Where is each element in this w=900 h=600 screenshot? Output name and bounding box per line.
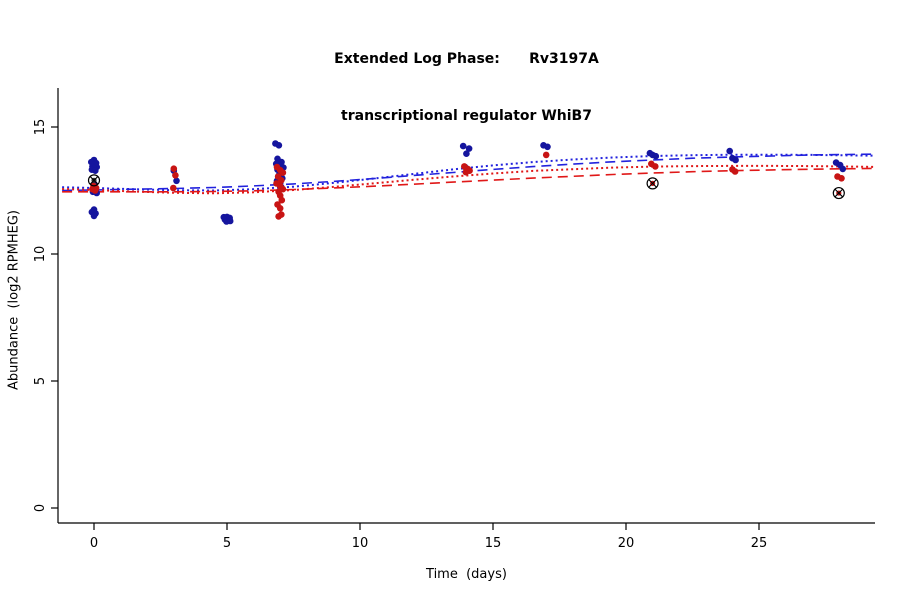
x-tick-label: 5	[223, 536, 231, 551]
data-point-red	[278, 177, 285, 184]
flagged-point-cross	[834, 188, 844, 198]
data-point-red	[276, 205, 284, 212]
chart-title: Extended Log Phase: Rv3197A transcriptio…	[58, 12, 875, 164]
flagged-point-circle	[646, 177, 659, 190]
data-point-blue	[726, 147, 733, 155]
data-point-blue	[544, 143, 551, 151]
y-tick-label: 15	[33, 119, 48, 136]
data-point-blue	[463, 150, 470, 157]
flagged-point-circle	[832, 186, 845, 200]
data-point-red	[462, 168, 470, 176]
y-tick-label: 5	[33, 377, 48, 385]
flagged-point-circle	[87, 174, 101, 187]
flagged-point-cross	[89, 176, 99, 185]
trend-line-red-dashed	[62, 167, 874, 193]
chart-title-line1: Extended Log Phase: Rv3197A	[334, 51, 599, 67]
chart-title-line2: transcriptional regulator WhiB7	[341, 108, 592, 124]
data-point-blue	[275, 142, 283, 149]
data-point-red	[172, 172, 179, 179]
data-point-red	[91, 187, 99, 194]
data-point-blue	[226, 217, 234, 225]
trend-line-red-dotted	[62, 164, 874, 195]
data-point-blue	[90, 212, 98, 220]
data-point-red	[542, 151, 550, 159]
x-tick-label: 0	[90, 536, 98, 551]
x-tick-label: 10	[352, 536, 369, 551]
data-point-blue	[652, 152, 660, 160]
trend-line-blue-dashed	[62, 153, 874, 192]
data-point-red	[731, 168, 739, 175]
data-point-blue	[839, 165, 847, 173]
x-tick-label: 15	[485, 536, 502, 551]
flagged-point-cross	[648, 179, 657, 188]
data-point-blue	[465, 145, 473, 152]
y-tick-label: 0	[33, 504, 48, 512]
trend-line-blue-dotted	[62, 153, 874, 192]
data-point-red	[278, 196, 286, 204]
data-point-red	[275, 213, 282, 220]
y-tick-label: 10	[33, 246, 48, 263]
data-point-red	[170, 184, 177, 192]
data-point-blue	[173, 177, 180, 185]
data-point-red	[838, 175, 845, 182]
data-point-red	[652, 163, 659, 170]
x-tick-label: 20	[618, 536, 635, 551]
data-point-blue	[459, 142, 467, 150]
data-point-blue	[732, 156, 739, 164]
x-tick-label: 25	[751, 536, 768, 551]
data-point-blue	[92, 167, 99, 174]
data-point-red	[279, 169, 287, 176]
data-point-red	[170, 165, 178, 172]
x-axis-label: Time (days)	[426, 567, 507, 582]
